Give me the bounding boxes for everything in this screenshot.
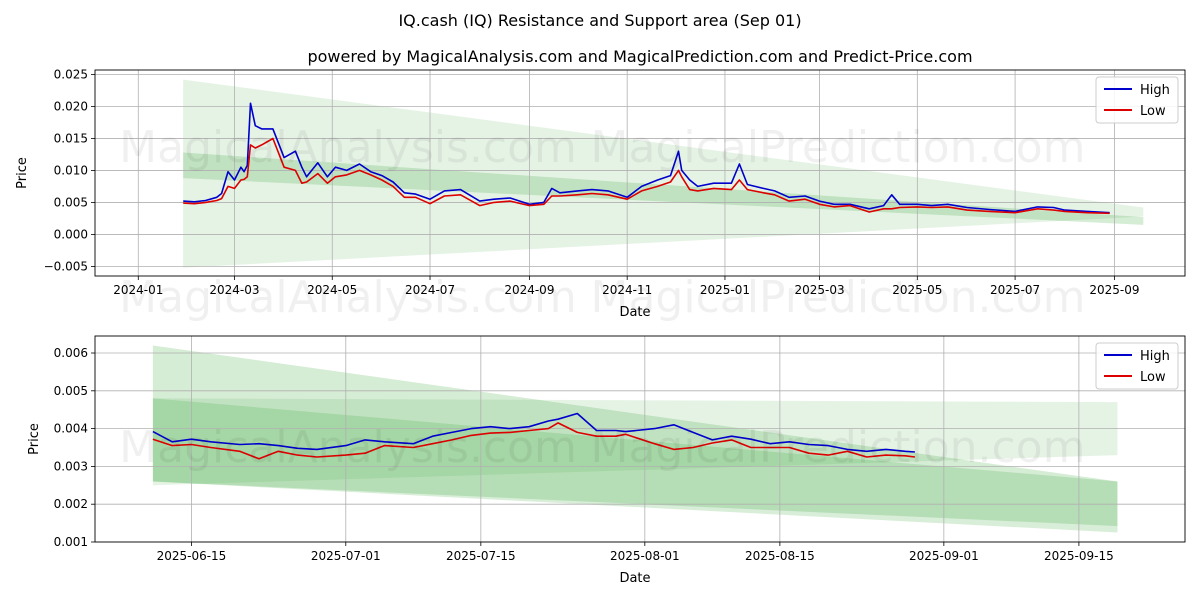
watermark-text: MagicalAnalysis.com <box>119 272 577 323</box>
legend-label-low: Low <box>1140 104 1166 119</box>
y-tick-label: 0.020 <box>54 99 88 113</box>
watermark-group: MagicalAnalysis.com MagicalAnalysis.com Ma… <box>119 122 1085 323</box>
series-line-low <box>183 137 1110 215</box>
y-tick-label: 0.010 <box>54 163 88 177</box>
support-resistance-band-1 <box>152 398 1118 486</box>
x-tick-label: 2025-09-15 <box>1044 549 1114 563</box>
x-tick-label: 2025-09-01 <box>909 549 979 563</box>
y-tick-label: 0.002 <box>54 497 88 511</box>
support-resistance-band-2 <box>152 398 1118 533</box>
watermark-text: MagicalPrediction.com <box>591 422 1086 473</box>
y-axis-label: Price <box>15 157 30 189</box>
x-axis-label: Date <box>619 571 650 586</box>
watermark-text: MagicalPrediction.com <box>591 122 1086 173</box>
x-tick-label: 2025-07-01 <box>311 549 381 563</box>
x-tick-label: 2025-06-15 <box>157 549 227 563</box>
watermark-text: MagicalPrediction.com <box>591 272 1086 323</box>
axes-frame <box>94 335 1186 543</box>
x-tick-label: 2025-07 <box>990 283 1040 297</box>
watermark-text: MagicalAnalysis.com <box>119 122 577 173</box>
series-line-low <box>152 422 915 460</box>
x-tick-label: 2025-07-15 <box>446 549 516 563</box>
axes-frame <box>94 69 1186 277</box>
chart-title: IQ.cash (IQ) Resistance and Support area… <box>398 11 801 30</box>
x-tick-label: 2025-03 <box>794 283 844 297</box>
plot-area <box>95 336 1185 542</box>
x-axis-label: Date <box>619 305 650 320</box>
y-tick-label: 0.001 <box>54 535 88 549</box>
x-tick-label: 2024-11 <box>602 283 652 297</box>
legend-label-high: High <box>1140 83 1170 98</box>
legend-label-low: Low <box>1140 370 1166 385</box>
y-tick-label: 0.005 <box>54 195 88 209</box>
x-tick-label: 2024-07 <box>405 283 455 297</box>
x-tick-label: 2025-08-01 <box>610 549 680 563</box>
x-tick-label: 2025-08-15 <box>745 549 815 563</box>
y-tick-label: 0.005 <box>54 384 88 398</box>
x-tick-label: 2025-09 <box>1089 283 1139 297</box>
x-tick-label: 2024-01 <box>113 283 163 297</box>
y-tick-label: 0.004 <box>54 422 88 436</box>
legend: High Low <box>1095 76 1179 124</box>
y-axis-label: Price <box>27 423 42 455</box>
x-tick-label: 2024-03 <box>209 283 259 297</box>
series-line-high <box>152 412 915 453</box>
top-panel: MagicalAnalysis.com MagicalAnalysis.com Ma… <box>15 67 1186 323</box>
y-tick-label: 0.003 <box>54 459 88 473</box>
x-tick-label: 2024-05 <box>307 283 357 297</box>
x-tick-label: 2024-09 <box>504 283 554 297</box>
y-tick-label: 0.006 <box>54 346 88 360</box>
watermark-text: MagicalAnalysis.com <box>119 422 577 473</box>
plot-area <box>95 70 1185 276</box>
y-tick-label: 0.000 <box>54 227 88 241</box>
y-tick-label: 0.015 <box>54 131 88 145</box>
series-line-high <box>183 102 1110 214</box>
chart-subtitle: powered by MagicalAnalysis.com and Magic… <box>307 47 972 66</box>
legend: High Low <box>1095 342 1179 390</box>
y-tick-label: −0.005 <box>44 259 88 273</box>
legend-label-high: High <box>1140 349 1170 364</box>
x-tick-label: 2025-01 <box>700 283 750 297</box>
y-tick-label: 0.025 <box>54 67 88 81</box>
x-tick-label: 2025-05 <box>892 283 942 297</box>
watermark-group: MagicalAnalysis.com MagicalPrediction.com <box>119 422 1085 473</box>
bottom-panel: MagicalAnalysis.com MagicalPrediction.com… <box>27 335 1186 586</box>
support-resistance-band-0 <box>183 79 1144 268</box>
